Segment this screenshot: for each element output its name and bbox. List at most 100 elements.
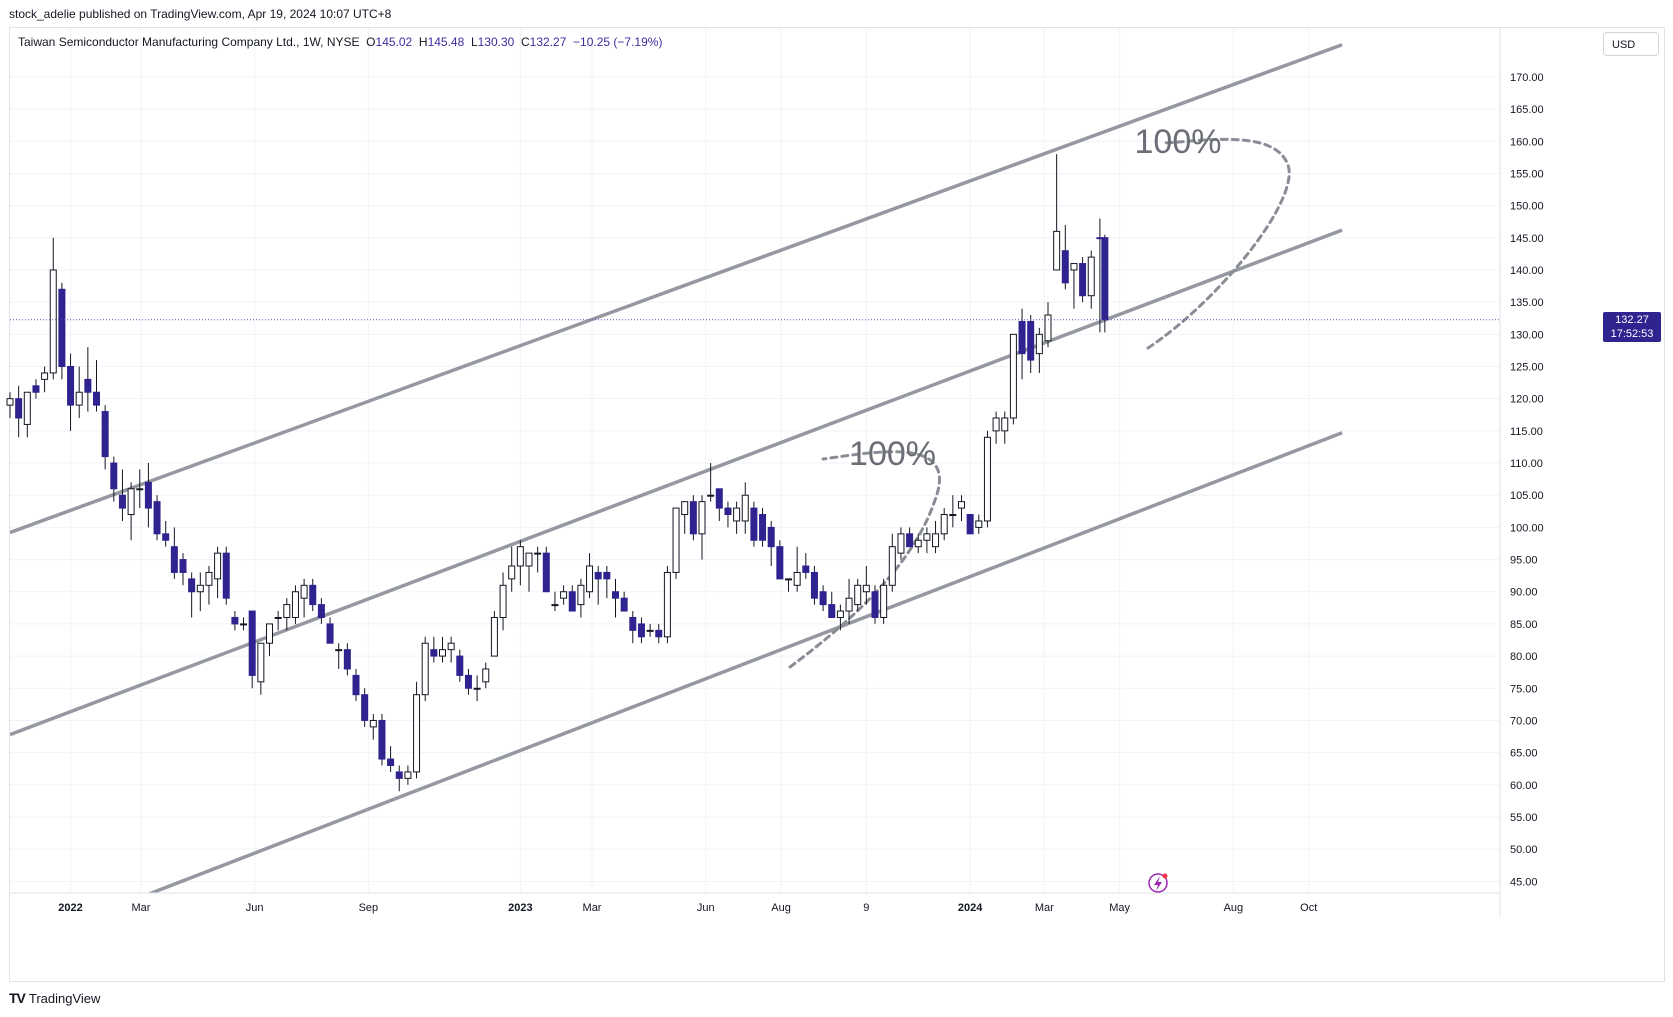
price-tick-label: 50.00: [1510, 844, 1538, 856]
candle-body: [231, 616, 239, 625]
candle-body: [1061, 250, 1069, 284]
candle: [508, 546, 516, 592]
candle: [32, 379, 40, 399]
candle-body: [395, 771, 403, 779]
footer-brand[interactable]: TV TradingView: [9, 990, 100, 1006]
candle-body: [776, 546, 784, 580]
candle-body: [499, 584, 507, 618]
candle: [93, 360, 100, 412]
candle: [421, 636, 429, 702]
price-axis: 45.00 50.00 55.00 60.00 65.00 70.00 75.00 80.00…: [1499, 28, 1544, 917]
candle-body: [525, 552, 533, 567]
candle: [196, 572, 204, 612]
candle-body: [6, 398, 14, 406]
candle-body: [93, 391, 100, 406]
candle-body: [447, 642, 455, 651]
candle: [1061, 224, 1069, 290]
candle: [603, 566, 611, 599]
candle: [958, 495, 965, 521]
candle-body: [785, 578, 792, 581]
candle: [612, 578, 619, 618]
candle-body: [724, 507, 732, 516]
time-tick-label: Jun: [697, 902, 715, 914]
candle-body: [67, 366, 75, 406]
candle-body: [560, 591, 568, 599]
symbol-legend: Taiwan Semiconductor Manufacturing Compa…: [18, 35, 662, 49]
candle-body: [1009, 333, 1017, 419]
candle-body: [923, 533, 931, 541]
channel-line-lower: [147, 431, 1343, 893]
candle-body: [646, 629, 654, 632]
candle-body: [23, 391, 31, 425]
candle: [551, 591, 559, 612]
candle: [983, 430, 991, 528]
candle-body: [144, 481, 152, 509]
candle: [707, 463, 715, 502]
chart-frame[interactable]: [9, 27, 1665, 982]
candle-body: [888, 546, 896, 586]
candle-body: [862, 584, 870, 593]
candle: [248, 610, 256, 689]
candle-body: [162, 533, 170, 541]
price-tick-label: 160.00: [1510, 136, 1544, 148]
candle: [534, 546, 542, 573]
candle: [1044, 302, 1052, 348]
price-tick-label: 65.00: [1510, 748, 1538, 760]
candle: [257, 642, 265, 695]
candle-body: [1027, 320, 1035, 361]
candle: [67, 353, 75, 431]
channel-line-upper: [10, 43, 1343, 535]
channel-lines: [10, 43, 1343, 893]
candle: [542, 546, 550, 593]
candle-body: [222, 552, 230, 599]
candle-body: [733, 507, 741, 522]
candle-body: [958, 501, 965, 509]
candle: [897, 527, 905, 560]
candle-body: [101, 411, 109, 458]
candle-body: [317, 604, 325, 618]
candle: [473, 675, 481, 702]
candle-body: [136, 488, 144, 491]
candle: [214, 546, 222, 599]
lightning-icon-circle: [1148, 873, 1168, 893]
candle-body: [335, 649, 343, 652]
candle: [413, 681, 421, 779]
candle: [188, 572, 196, 618]
candle-body: [880, 584, 888, 618]
candle: [1070, 263, 1078, 309]
candle-body: [594, 571, 602, 580]
candle: [456, 649, 464, 682]
price-tick-label: 120.00: [1510, 394, 1544, 406]
candle-body: [274, 616, 282, 619]
candle-body: [456, 655, 464, 676]
candle: [1018, 308, 1026, 380]
candle: [629, 611, 637, 644]
candle: [378, 714, 386, 766]
candle: [741, 482, 749, 534]
candle-body: [629, 616, 637, 631]
candle-body: [715, 488, 723, 509]
price-tick-label: 165.00: [1510, 104, 1544, 116]
candle: [110, 456, 118, 502]
candle-body: [810, 571, 818, 599]
candle-body: [551, 604, 559, 607]
candle: [274, 611, 282, 631]
candle: [317, 598, 325, 624]
candle-body: [248, 610, 256, 676]
candle-body: [542, 552, 550, 593]
candle-body: [1070, 263, 1078, 271]
candle: [750, 501, 758, 547]
candle-body: [240, 623, 248, 626]
candle: [404, 765, 412, 785]
candle: [58, 282, 66, 380]
time-tick-label: Aug: [771, 902, 791, 914]
candle-body: [620, 597, 628, 612]
currency-button[interactable]: USD: [1603, 32, 1659, 56]
candle-body: [759, 514, 767, 541]
candle-body: [672, 507, 680, 573]
candle: [871, 585, 879, 624]
candle: [525, 552, 533, 592]
candle: [369, 714, 377, 740]
candle-body: [127, 488, 135, 516]
